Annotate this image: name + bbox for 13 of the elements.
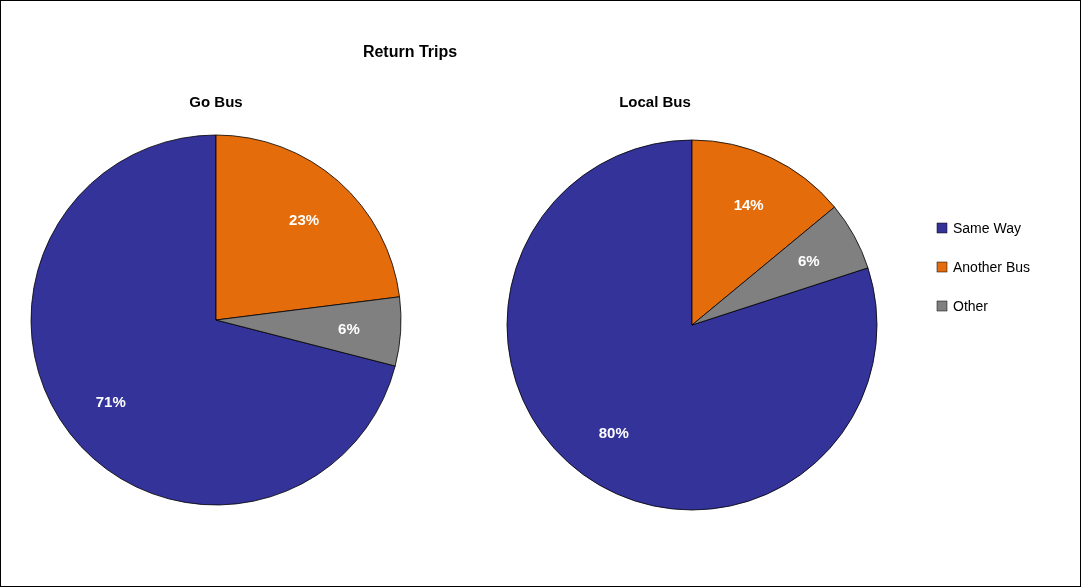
chart-title: Go Bus [189, 93, 243, 110]
chart-title: Local Bus [619, 93, 691, 110]
data-label: 23% [289, 211, 320, 229]
data-label: 6% [338, 319, 360, 337]
text: Return Trips [362, 43, 458, 60]
pie-slice [506, 139, 878, 511]
data-label: 14% [733, 195, 764, 213]
legend-label: Other [953, 298, 989, 314]
data-label: 71% [95, 392, 126, 410]
legend-label: Same Way [953, 220, 1021, 236]
legend-label: Another Bus [953, 259, 1031, 275]
data-label: 6% [797, 252, 820, 270]
data-label: 80% [598, 424, 629, 442]
